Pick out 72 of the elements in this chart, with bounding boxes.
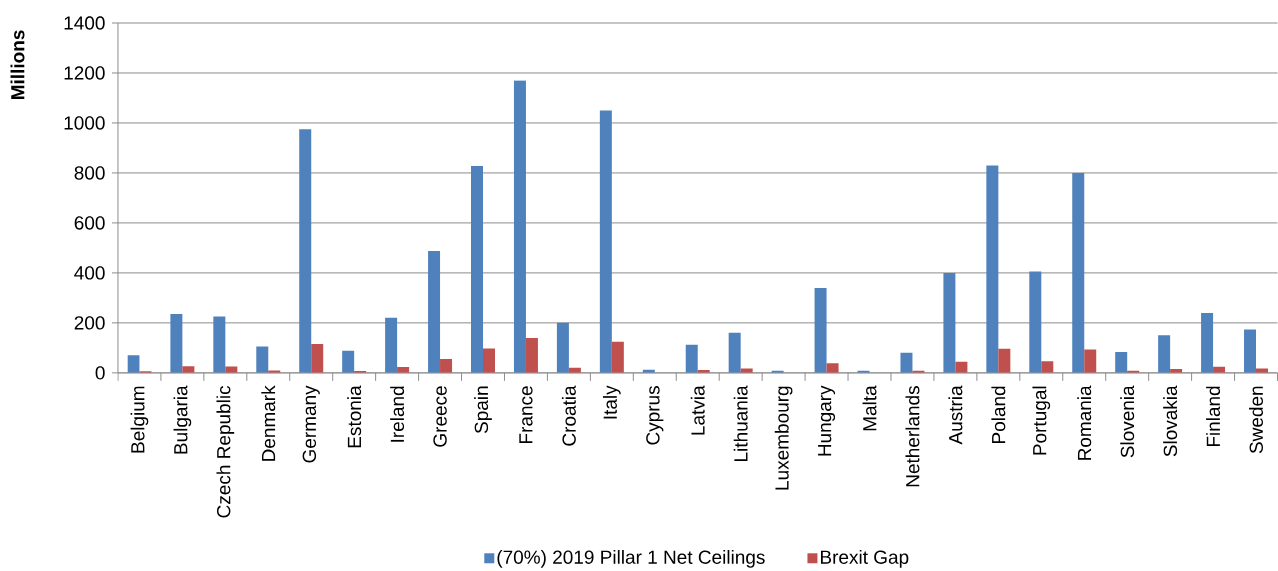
- x-tick-label: Luxembourg: [774, 386, 793, 490]
- bar: [483, 348, 495, 374]
- x-tick-label: Slovakia: [1163, 385, 1178, 457]
- bar: [299, 129, 312, 374]
- bar: [428, 251, 441, 374]
- x-tick-label: Denmark: [261, 385, 276, 462]
- bar: [728, 333, 741, 374]
- x-tick-label: Belgium: [130, 386, 149, 453]
- x-tick-label: Greece: [433, 386, 447, 447]
- bar: [986, 165, 999, 374]
- x-tick-label: Croatia: [561, 385, 576, 446]
- bar: [440, 359, 453, 374]
- x-tick-label: Poland: [991, 386, 1006, 444]
- bar: [685, 345, 698, 374]
- bar: [1029, 271, 1042, 374]
- bar: [1084, 349, 1097, 374]
- x-tick-label: Czech Republic: [216, 386, 235, 518]
- x-tick-label: Romania: [1077, 385, 1092, 461]
- y-tick-label: 1000: [64, 116, 105, 130]
- y-tick-label: 200: [74, 316, 105, 330]
- x-tick-label: Italy: [602, 385, 621, 419]
- bar: [943, 273, 956, 374]
- x-tick-label: Lithuania: [733, 385, 748, 462]
- y-tick-label: 800: [74, 166, 105, 180]
- x-tick-label: Portugal: [1032, 386, 1051, 455]
- bar: [900, 353, 913, 374]
- bar: [955, 362, 968, 374]
- legend-label: Brexit Gap: [821, 550, 909, 568]
- y-tick-label: 400: [74, 266, 105, 280]
- x-tick-label: France: [519, 386, 533, 444]
- y-tick-label: 1400: [64, 16, 105, 30]
- x-tick-label: Austria: [948, 385, 963, 445]
- bar: [385, 318, 398, 374]
- x-tick-label: Sweden: [1249, 386, 1263, 454]
- x-tick-label: Slovenia: [1120, 385, 1135, 458]
- bar: [1201, 313, 1214, 374]
- bar: [170, 314, 183, 374]
- x-tick-label: Netherlands: [905, 386, 920, 487]
- x-tick-label: Cyprus: [646, 386, 664, 445]
- bar: [599, 110, 612, 374]
- bar: [256, 346, 269, 374]
- legend-label: (70%) 2019 Pillar 1 Net Ceilings: [497, 550, 765, 568]
- bar: [1041, 361, 1054, 374]
- bar: [213, 316, 226, 374]
- x-tick-label: Hungary: [818, 385, 836, 456]
- bar: [1244, 329, 1257, 374]
- bar: [342, 351, 355, 374]
- bar: [814, 288, 827, 374]
- y-tick-label: 1200: [64, 66, 105, 80]
- bar: [1072, 173, 1085, 374]
- bar: [611, 342, 624, 374]
- x-tick-label: Spain: [474, 386, 492, 434]
- x-tick-label: Estonia: [347, 385, 362, 448]
- bar: [826, 363, 839, 374]
- y-axis-title: Millions: [10, 30, 25, 100]
- bar: [525, 338, 538, 374]
- x-tick-label: Malta: [862, 385, 877, 431]
- bar: [1115, 352, 1128, 374]
- x-tick-label: Latvia: [690, 385, 705, 435]
- bar: [311, 344, 324, 374]
- x-tick-label: Finland: [1206, 386, 1221, 447]
- x-tick-label: Bulgaria: [173, 385, 192, 454]
- y-tick-label: 0: [95, 366, 105, 380]
- bar: [998, 349, 1011, 374]
- bar: [182, 366, 195, 374]
- bar: [1158, 335, 1171, 374]
- y-tick-label: 600: [74, 216, 105, 230]
- bar: [513, 80, 526, 374]
- bar: [556, 323, 569, 374]
- bar: [471, 166, 483, 374]
- x-tick-label: Ireland: [390, 386, 405, 442]
- x-tick-label: Germany: [302, 385, 320, 463]
